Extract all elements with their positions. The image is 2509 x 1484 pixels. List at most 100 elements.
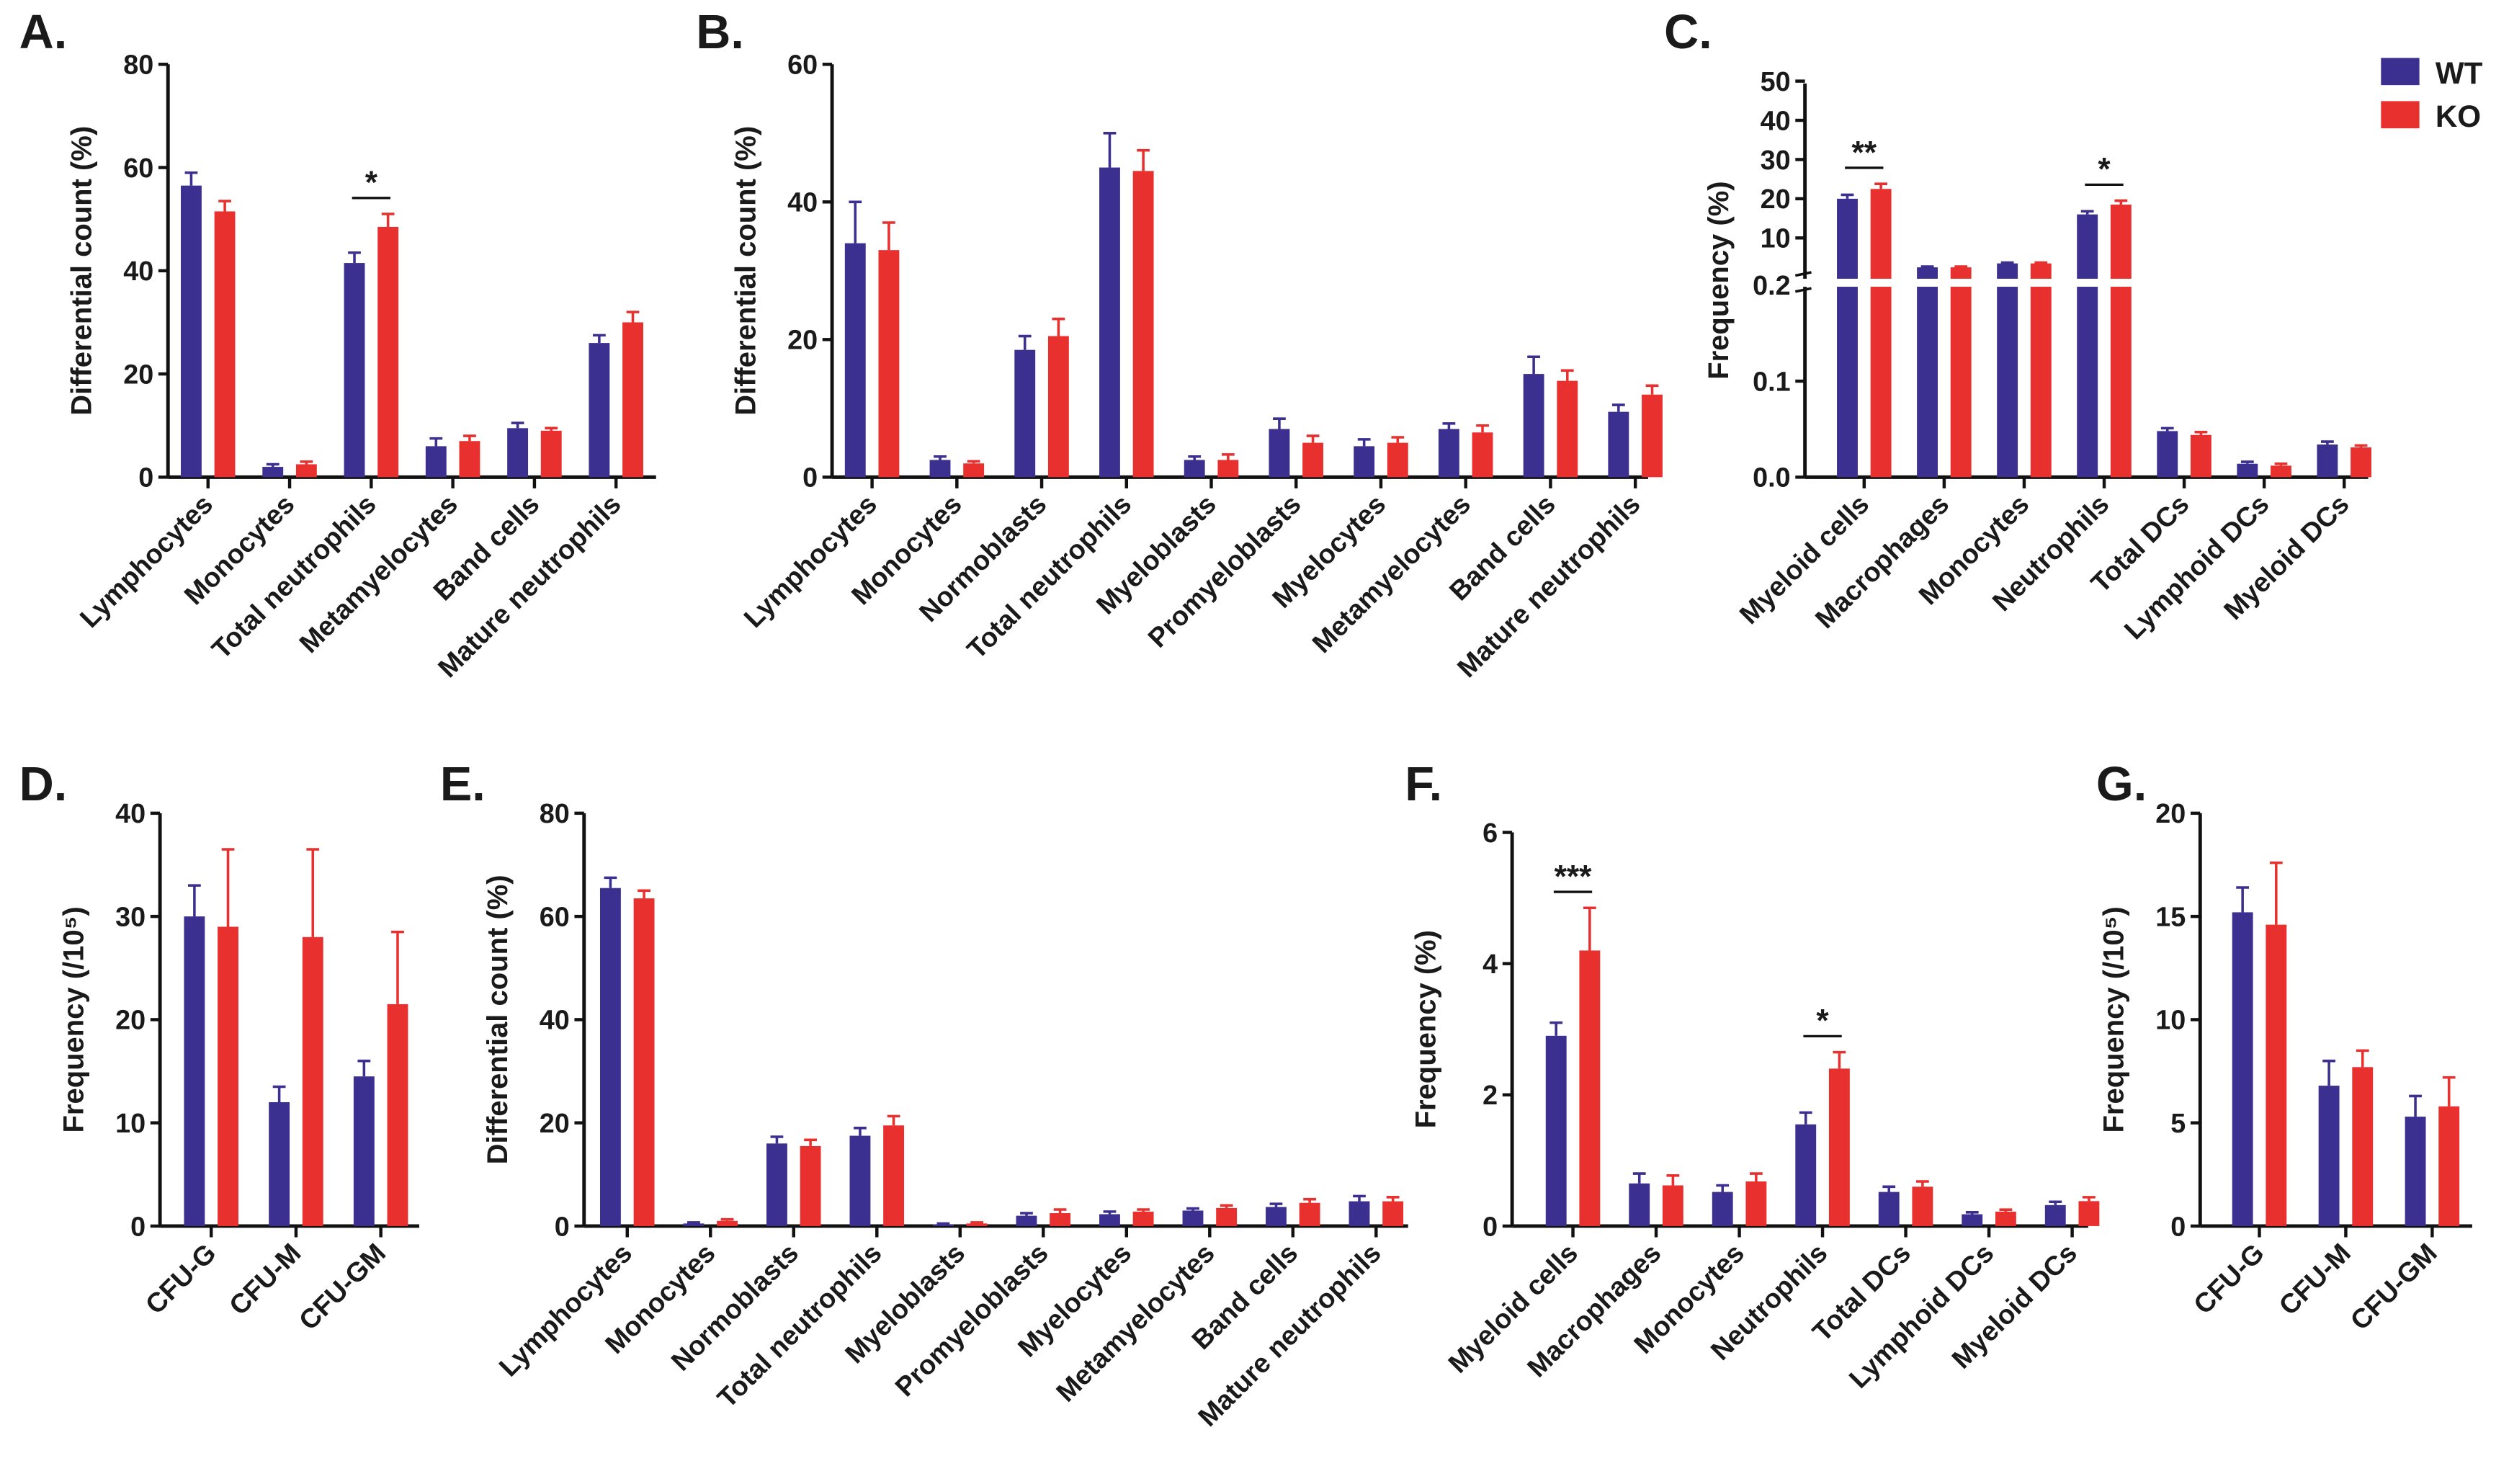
bar-wt: [1712, 1192, 1733, 1226]
bar-wt: [766, 1143, 787, 1226]
y-tick-label: 20: [787, 326, 818, 356]
x-tick-label: Lymphoid DCs: [2119, 489, 2275, 645]
bar-ko: [633, 898, 655, 1226]
bar-ko: [622, 322, 643, 478]
bar-wt: [2232, 912, 2253, 1226]
bar-wt: [683, 1223, 705, 1226]
x-tick-label: Lymphocytes: [74, 489, 219, 634]
legend-label: WT: [2436, 56, 2483, 90]
bar-wt: [844, 243, 866, 478]
bar-wt: [1795, 1124, 1817, 1226]
x-tick-label: Promyeloblasts: [1142, 489, 1307, 653]
legend-swatch-ko: [2381, 101, 2420, 129]
legend-swatch-wt: [2381, 58, 2420, 86]
bar-wt: [2157, 431, 2178, 478]
x-tick-label: CFU-GM: [2345, 1238, 2443, 1336]
bar-ko: [1579, 950, 1601, 1226]
bar-ko: [1745, 1181, 1767, 1226]
bar-ko: [963, 463, 985, 478]
bar-ko: [1302, 442, 1324, 478]
panel-label: F.: [1405, 758, 1442, 811]
bar-wt: [262, 467, 284, 478]
y-tick-label: 20: [123, 359, 153, 390]
y-tick-label: 30: [1761, 146, 1791, 176]
y-tick-label: 20: [540, 1109, 570, 1139]
bar-wt: [1608, 411, 1629, 478]
y-tick-label: 30: [115, 902, 146, 932]
legend-label: KO: [2436, 99, 2481, 133]
x-tick-label: Total neutrophils: [962, 489, 1137, 665]
y-tick-label: 20: [115, 1006, 146, 1036]
bar-wt: [269, 1102, 290, 1226]
bar-wt: [1837, 198, 1858, 478]
bar-wt: [181, 185, 202, 478]
bar-wt: [1917, 267, 1938, 478]
y-tick-label: 40: [787, 188, 818, 218]
bar-wt: [849, 1135, 871, 1226]
panel-label: G.: [2096, 758, 2147, 811]
bar-ko: [2351, 447, 2371, 478]
significance-label: ***: [1555, 859, 1593, 894]
bar-ko: [1870, 189, 1892, 478]
y-tick-label: 20: [2155, 799, 2186, 829]
bar-ko: [1995, 1211, 2016, 1226]
panel-g: G. 0 5 10 15 20 Frequency (/10⁵) CFU-G CFU-MCFU-…: [2096, 758, 2472, 1336]
y-axis-label: Frequency (%): [1703, 181, 1735, 379]
y-tick-label: 2: [1482, 1081, 1498, 1111]
y-tick-label: 5: [2170, 1109, 2186, 1139]
bar-ko: [2438, 1106, 2460, 1226]
break-mark: [1794, 271, 1812, 277]
bar-ko: [214, 211, 236, 478]
bar-wt: [2077, 214, 2098, 478]
y-tick-label: 80: [540, 799, 570, 829]
y-tick-label: 0.1: [1753, 367, 1790, 397]
y-tick-label: 0: [802, 463, 818, 493]
x-tick-label: CFU-G: [140, 1238, 222, 1320]
x-tick-label: CFU-GM: [293, 1238, 391, 1336]
y-tick-label: 0: [2170, 1212, 2186, 1242]
bar-ko: [1387, 442, 1408, 478]
bar-ko: [878, 250, 900, 478]
bar-ko: [295, 464, 317, 478]
significance-label: **: [1852, 135, 1877, 170]
y-tick-label: 4: [1482, 949, 1498, 980]
bar-wt: [1545, 1035, 1567, 1226]
bar-ko: [2352, 1067, 2374, 1226]
bar-ko: [2110, 205, 2132, 478]
y-tick-label: 0: [1482, 1212, 1498, 1242]
bar-ko: [1950, 267, 1972, 478]
y-tick-label: 60: [123, 153, 153, 184]
bar-ko: [2271, 465, 2291, 478]
bar-wt: [1266, 1207, 1287, 1226]
bar-wt: [1878, 1192, 1900, 1226]
bar-ko: [1299, 1202, 1320, 1226]
bar-ko: [1132, 171, 1154, 478]
break-mark: [1794, 287, 1812, 293]
bar-ko: [800, 1145, 821, 1226]
y-tick-label: 0: [130, 1212, 146, 1242]
bar-wt: [2237, 463, 2258, 478]
y-tick-label: 40: [123, 256, 153, 287]
y-axis-label: Frequency (/10⁵): [58, 906, 90, 1132]
bar-wt: [599, 888, 621, 1226]
bar-ko: [966, 1223, 988, 1226]
y-tick-label: 15: [2155, 902, 2186, 932]
y-axis-label: Differential count (%): [66, 126, 98, 416]
bar-ko: [302, 937, 323, 1226]
x-tick-label: Metamyelocytes: [1307, 489, 1477, 659]
y-tick-label: 10: [1761, 224, 1791, 254]
bar-wt: [1182, 1210, 1204, 1226]
bar-wt: [1016, 1215, 1037, 1226]
panel-e: E. 0 20 40 60 80 Differential count (%) Lymphoc…: [440, 758, 1408, 1433]
y-tick-label: 20: [1761, 184, 1791, 215]
y-tick-label: 6: [1482, 818, 1498, 849]
y-axis-label: Frequency (%): [1410, 930, 1442, 1128]
bar-wt: [507, 428, 529, 478]
y-axis-label: Differential count (%): [482, 875, 514, 1164]
y-tick-label: 40: [1761, 106, 1791, 136]
y-tick-label: 10: [2155, 1006, 2186, 1036]
bar-wt: [353, 1076, 375, 1226]
panel-label: C.: [1664, 6, 1712, 59]
